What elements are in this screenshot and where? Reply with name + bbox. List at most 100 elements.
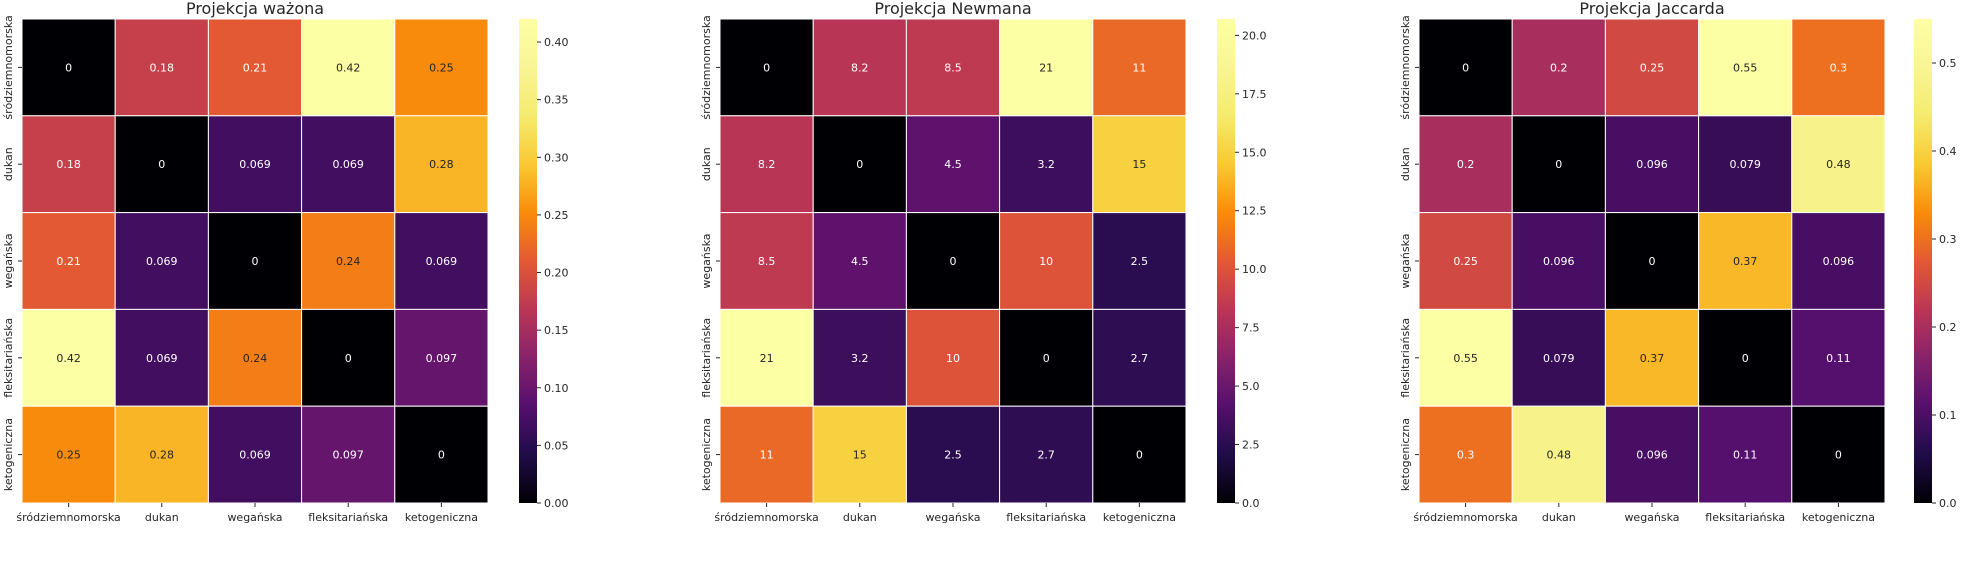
- heatmap-cell-r3-c3: [999, 308, 1094, 407]
- y-tick-label: dukan: [2, 147, 15, 181]
- heatmap-cell-r3-c4: [1092, 308, 1187, 407]
- colorbar-tick-label: 5.0: [1242, 380, 1260, 393]
- heatmap-cell-r3-c4: [1791, 308, 1886, 407]
- cell-value-label: 0.3: [1830, 61, 1848, 74]
- heatmap-cell-r0-c4: [1791, 18, 1886, 117]
- colorbar: [519, 19, 537, 503]
- heatmap-cell-r4-c1: [114, 405, 209, 504]
- heatmap-cell-r1-c3: [1698, 115, 1793, 214]
- heatmap-cell-r2-c4: [1092, 212, 1187, 310]
- heatmap-cell-r2-c2: [905, 212, 1001, 310]
- cell-value-label: 0.069: [146, 352, 178, 365]
- cell-value-label: 15: [1132, 158, 1146, 171]
- colorbar-tick-label: 0.30: [544, 151, 569, 164]
- cell-value-label: 0.11: [1733, 449, 1758, 462]
- cell-value-label: 0.25: [1640, 61, 1665, 74]
- cell-value-label: 0.2: [1550, 61, 1568, 74]
- cell-value-label: 0.2: [1457, 158, 1475, 171]
- cell-value-label: 0.28: [150, 449, 175, 462]
- cell-value-label: 0: [1649, 255, 1656, 268]
- colorbar-tick-label: 12.5: [1242, 205, 1267, 218]
- cell-value-label: 8.2: [758, 158, 776, 171]
- y-tick-label: śródziemnomorska: [2, 15, 15, 119]
- cell-value-label: 0.24: [336, 255, 361, 268]
- heatmap-cell-r4-c1: [812, 405, 907, 504]
- heatmap-cell-r1-c2: [1604, 115, 1700, 214]
- cell-value-label: 0.55: [1733, 61, 1758, 74]
- cell-value-label: 0: [1555, 158, 1562, 171]
- cell-value-label: 21: [1039, 61, 1053, 74]
- y-tick-label: śródziemnomorska: [700, 15, 713, 119]
- heatmap-cell-r0-c2: [1604, 18, 1700, 117]
- cell-value-label: 0: [252, 255, 259, 268]
- cell-value-label: 8.5: [944, 61, 962, 74]
- cell-value-label: 0.24: [243, 352, 268, 365]
- colorbar-tick-label: 0.4: [1939, 145, 1957, 158]
- heatmap-cell-r2-c4: [394, 212, 489, 310]
- x-tick-label: ketogeniczna: [1103, 511, 1176, 524]
- y-tick-label: dukan: [1399, 147, 1412, 181]
- heatmap-cell-r0-c4: [394, 18, 489, 117]
- heatmap-cell-r2-c0: [1418, 212, 1513, 310]
- colorbar-tick-label: 0.2: [1939, 321, 1957, 334]
- heatmap-cell-r0-c1: [812, 18, 907, 117]
- cell-value-label: 0.37: [1733, 255, 1758, 268]
- heatmap-cell-r1-c0: [21, 115, 116, 214]
- heatmap-cell-r2-c1: [114, 212, 209, 310]
- x-tick-label: dukan: [843, 511, 877, 524]
- cell-value-label: 0.096: [1636, 449, 1668, 462]
- heatmap-cell-r2-c3: [999, 212, 1094, 310]
- heatmap-cell-r3-c2: [1604, 308, 1700, 407]
- x-tick-label: ketogeniczna: [405, 511, 478, 524]
- cell-value-label: 2.7: [1037, 449, 1055, 462]
- x-tick-label: fleksitariańska: [1006, 511, 1086, 524]
- x-tick-label: śródziemnomorska: [16, 511, 120, 524]
- heatmap-cell-r3-c0: [1418, 308, 1513, 407]
- heatmap-cell-r0-c3: [301, 18, 396, 117]
- colorbar-tick-label: 0.25: [544, 209, 569, 222]
- cell-value-label: 0.18: [56, 158, 81, 171]
- heatmap-cell-r3-c1: [114, 308, 209, 407]
- y-tick-label: wegańska: [1399, 233, 1412, 288]
- cell-value-label: 2.5: [944, 449, 962, 462]
- heatmap-cell-r4-c0: [21, 405, 116, 504]
- colorbar-tick-label: 0.1: [1939, 409, 1957, 422]
- heatmap-panel-3: Projekcja Jaccarda 0 0.2 0.25 0.55 0.3 0.2 0 0.0…: [1399, 0, 1957, 524]
- heatmap-cell-r0-c2: [207, 18, 303, 117]
- cell-value-label: 0.25: [1453, 255, 1478, 268]
- cell-value-label: 8.5: [758, 255, 776, 268]
- colorbar-tick-label: 0.40: [544, 36, 569, 49]
- cell-value-label: 0: [763, 61, 770, 74]
- heatmap-cell-r3-c4: [394, 308, 489, 407]
- cell-value-label: 0: [1136, 449, 1143, 462]
- cell-value-label: 10: [1039, 255, 1053, 268]
- cell-value-label: 2.5: [1131, 255, 1149, 268]
- cell-value-label: 0.48: [1547, 449, 1572, 462]
- x-tick-label: wegańska: [227, 511, 282, 524]
- cell-value-label: 0: [1043, 352, 1050, 365]
- heatmap-cell-r1-c4: [1791, 115, 1886, 214]
- colorbar-tick-label: 0.05: [544, 439, 569, 452]
- heatmap-cell-r2-c3: [1698, 212, 1793, 310]
- x-tick-label: fleksitariańska: [1705, 511, 1785, 524]
- heatmap-cell-r4-c2: [1604, 405, 1700, 504]
- heatmap-cell-r0-c0: [21, 18, 116, 117]
- heatmap-cell-r0-c0: [1418, 18, 1513, 117]
- y-tick-label: dukan: [700, 147, 713, 181]
- y-tick-label: śródziemnomorska: [1399, 15, 1412, 119]
- cell-value-label: 4.5: [851, 255, 869, 268]
- y-tick-label: fleksitariańska: [700, 318, 713, 398]
- heatmap-cell-r2-c3: [301, 212, 396, 310]
- cell-value-label: 0.069: [426, 255, 458, 268]
- x-tick-label: fleksitariańska: [308, 511, 388, 524]
- cell-value-label: 0.069: [239, 158, 271, 171]
- cell-value-label: 11: [760, 449, 774, 462]
- y-tick-label: ketogeniczna: [700, 418, 713, 491]
- x-tick-label: śródziemnomorska: [714, 511, 818, 524]
- colorbar-tick-label: 0.15: [544, 324, 569, 337]
- cell-value-label: 0: [856, 158, 863, 171]
- cell-value-label: 0.079: [1543, 352, 1575, 365]
- cell-value-label: 0.25: [56, 449, 81, 462]
- colorbar-tick-label: 0.3: [1939, 233, 1957, 246]
